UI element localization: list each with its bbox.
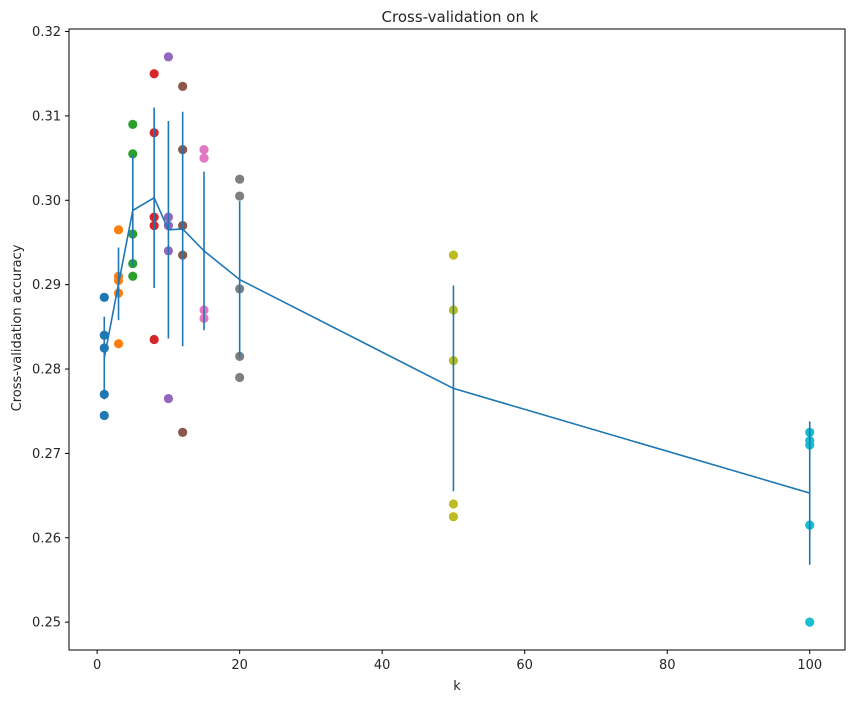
scatter-point bbox=[178, 81, 188, 91]
scatter-point bbox=[448, 499, 459, 509]
scatter-point bbox=[163, 52, 174, 62]
scatter-point bbox=[163, 393, 174, 404]
scatter-point bbox=[99, 410, 109, 421]
scatter-point bbox=[235, 191, 245, 201]
scatter-point bbox=[128, 119, 138, 129]
plot-area bbox=[99, 52, 815, 627]
y-tick-label: 0.32 bbox=[32, 25, 61, 40]
scatter-point bbox=[128, 149, 138, 159]
x-axis-label: k bbox=[453, 679, 461, 694]
axes: 0 20 40 60 80 100 0.25 0.26 0.27 0.28 0.29 0.30 0.31… bbox=[32, 25, 846, 673]
scatter-point bbox=[448, 512, 459, 522]
axes-frame bbox=[68, 28, 846, 651]
scatter-point bbox=[113, 225, 124, 235]
y-axis-label: Cross-validation accuracy bbox=[10, 244, 25, 411]
y-tick-label: 0.28 bbox=[32, 363, 61, 378]
scatter-point bbox=[113, 339, 124, 349]
y-tick-label: 0.25 bbox=[32, 616, 61, 631]
y-tick-label: 0.27 bbox=[32, 447, 61, 462]
x-tick-label: 40 bbox=[374, 658, 391, 673]
scatter-point bbox=[128, 271, 138, 281]
x-tick-label: 80 bbox=[659, 658, 676, 673]
y-tick-label: 0.29 bbox=[32, 278, 61, 293]
mean-accuracy-line bbox=[103, 196, 810, 494]
scatter-point bbox=[199, 145, 209, 155]
scatter-point bbox=[448, 250, 459, 260]
chart-title: Cross-validation on k bbox=[382, 8, 539, 26]
scatter-point bbox=[149, 334, 159, 345]
x-tick-label: 20 bbox=[231, 658, 248, 673]
x-tick-label: 0 bbox=[93, 658, 101, 673]
scatter-point bbox=[235, 174, 245, 184]
scatter-point bbox=[805, 617, 815, 627]
x-tick-label: 100 bbox=[797, 658, 822, 673]
y-tick-label: 0.26 bbox=[32, 531, 61, 546]
scatter-point bbox=[199, 153, 209, 163]
scatter-point bbox=[149, 69, 159, 79]
y-tick-label: 0.30 bbox=[32, 194, 61, 209]
y-tick-label: 0.31 bbox=[32, 109, 61, 124]
x-tick-label: 60 bbox=[516, 658, 533, 673]
scatter-point bbox=[178, 427, 188, 437]
scatter-point bbox=[235, 372, 245, 383]
scatter-point bbox=[99, 292, 109, 302]
